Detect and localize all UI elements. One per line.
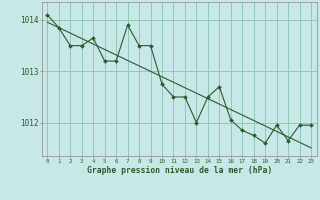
X-axis label: Graphe pression niveau de la mer (hPa): Graphe pression niveau de la mer (hPa) bbox=[87, 166, 272, 175]
